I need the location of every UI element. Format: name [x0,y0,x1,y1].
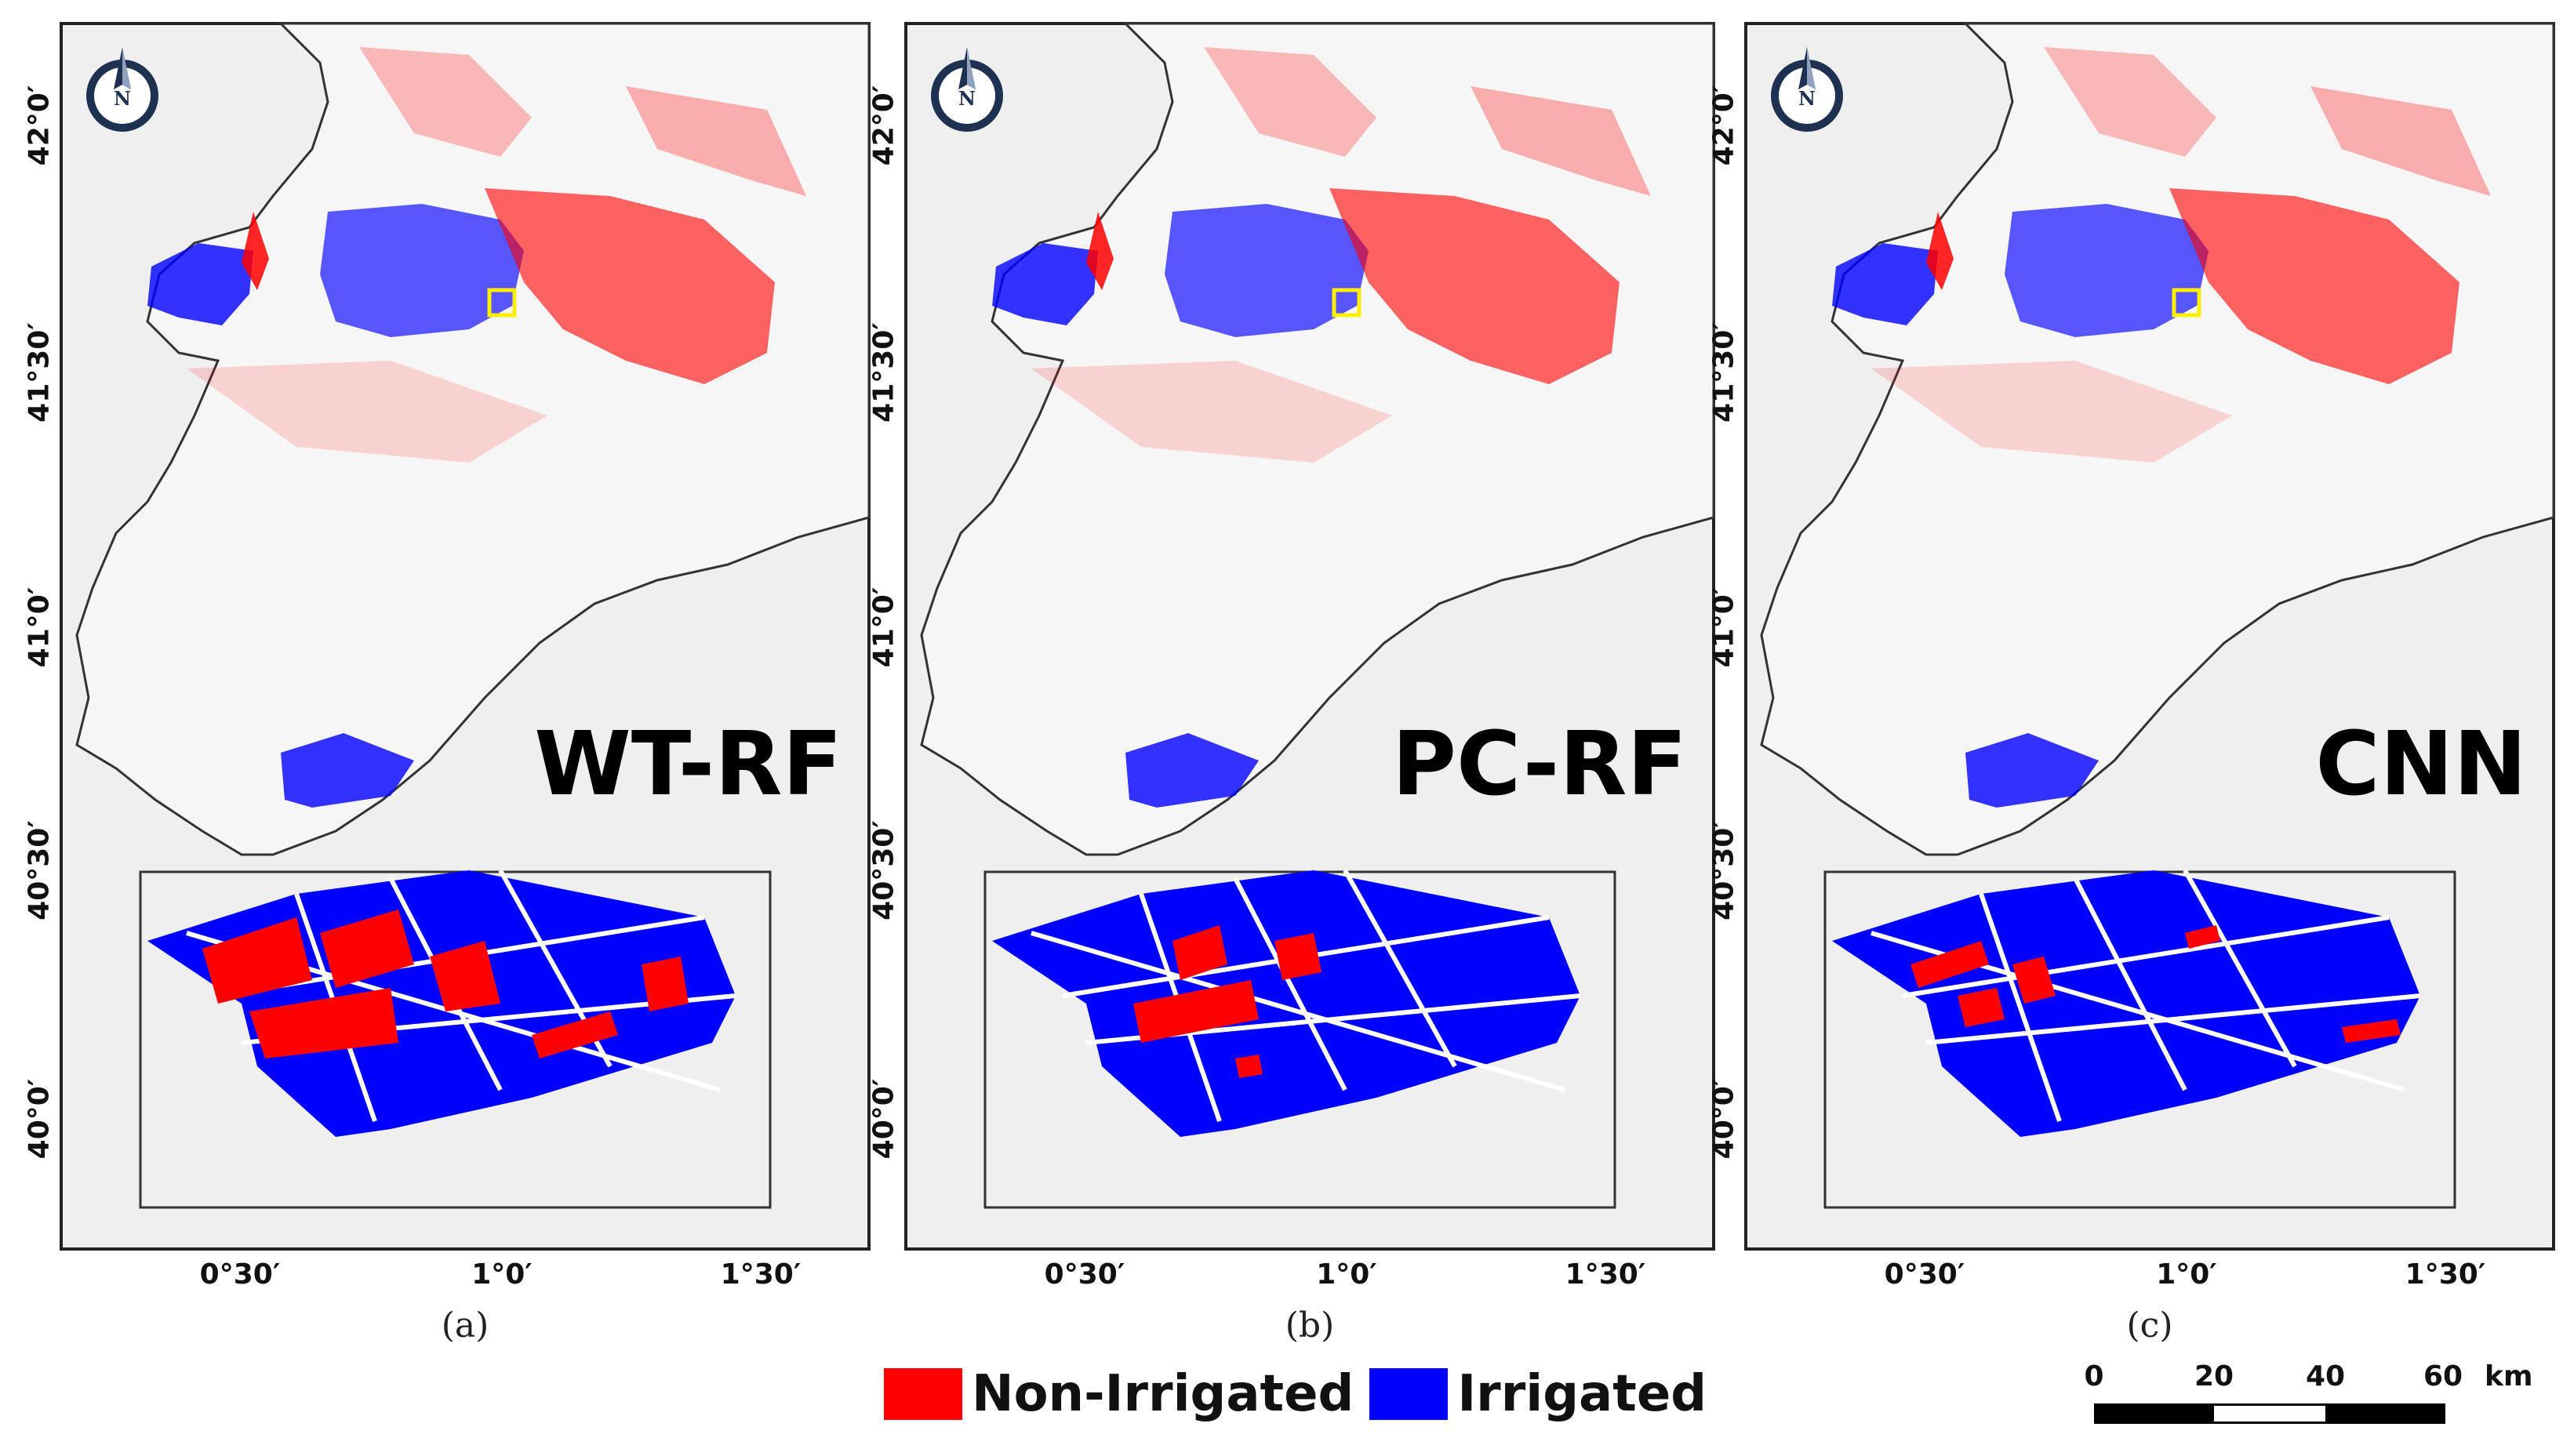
lon-label: 0°30′ [199,1258,281,1291]
map-panel-c: N 42°0′ 41°30′ 41°0′ 40°30′ 40°0′ 0°30′ … [1708,22,2555,1291]
panel-caption-b: (b) [1285,1305,1335,1345]
scale-bar: 0 20 40 60 km [2084,1360,2532,1439]
map-panel-a: N 42°0′ 41°30′ 41°0′ 40°30′ 40°0′ 0°30′ … [24,22,871,1291]
highlight-box [1332,288,1361,318]
legend-label-non-irrigated: Non-Irrigated [972,1365,1354,1423]
north-arrow-icon: N [931,47,1003,132]
panel-caption-a: (a) [441,1305,489,1345]
lon-label: 1°30′ [2405,1258,2486,1291]
lat-label: 40°0′ [23,1078,56,1160]
scale-tick: 0 [2084,1360,2104,1392]
non-irrigated-region [1871,47,2491,463]
legend-swatch-non-irrigated [884,1368,962,1420]
lat-label: 41°0′ [23,586,56,668]
lon-label: 1°0′ [2156,1258,2217,1291]
irrigated-region [992,204,1369,808]
legend-label-irrigated: Irrigated [1457,1365,1707,1423]
model-label: PC-RF [1391,713,1687,815]
lat-label: 42°0′ [23,85,56,166]
lat-label: 40°30′ [1707,820,1740,920]
north-letter: N [114,87,131,110]
legend: Non-Irrigated Irrigated [884,1363,1722,1425]
north-letter: N [1798,87,1816,110]
inset-map [139,869,772,1209]
map-frame-a: N [60,22,871,1251]
highlight-box [487,288,517,318]
lon-label: 1°30′ [1565,1258,1646,1291]
lat-label: 41°0′ [867,586,900,668]
lat-label: 40°30′ [867,820,900,920]
lon-label: 1°0′ [1316,1258,1377,1291]
lat-label: 40°30′ [23,820,56,920]
highlight-box [2172,288,2201,318]
lon-label: 1°30′ [720,1258,802,1291]
north-arrow-icon: N [86,47,158,132]
north-arrow-icon: N [1771,47,1843,132]
lat-label: 42°0′ [867,85,900,166]
panel-caption-c: (c) [2126,1305,2173,1345]
scale-segment-2 [2212,1403,2328,1424]
non-irrigated-region [1031,47,1651,463]
lat-label: 42°0′ [1707,85,1740,166]
lat-label: 41°30′ [867,322,900,423]
inset-map [983,869,1616,1209]
irrigated-region [147,204,524,808]
north-letter: N [958,87,976,110]
scale-tick: 60 [2423,1360,2463,1392]
lon-label: 0°30′ [1884,1258,1965,1291]
lon-label: 1°0′ [471,1258,533,1291]
model-label: WT-RF [534,713,842,815]
irrigated-region [1832,204,2209,808]
map-frame-c: N [1744,22,2555,1251]
inset-map [1823,869,2456,1209]
lat-label: 40°0′ [867,1078,900,1160]
scale-segment-3 [2325,1403,2445,1424]
lat-label: 41°0′ [1707,586,1740,668]
lon-label: 0°30′ [1044,1258,1125,1291]
model-label: CNN [2315,713,2527,815]
scale-tick: 20 [2194,1360,2234,1392]
scale-segment-1 [2094,1403,2214,1424]
map-panel-b: N 42°0′ 41°30′ 41°0′ 40°30′ 40°0′ 0°30′ … [868,22,1715,1291]
non-irrigated-region [187,47,806,463]
scale-unit: km [2485,1360,2533,1392]
legend-swatch-irrigated [1369,1368,1449,1420]
map-frame-b: N [904,22,1715,1251]
lat-label: 41°30′ [1707,322,1740,423]
lat-label: 40°0′ [1707,1078,1740,1160]
scale-tick: 40 [2305,1360,2346,1392]
lat-label: 41°30′ [23,322,56,423]
